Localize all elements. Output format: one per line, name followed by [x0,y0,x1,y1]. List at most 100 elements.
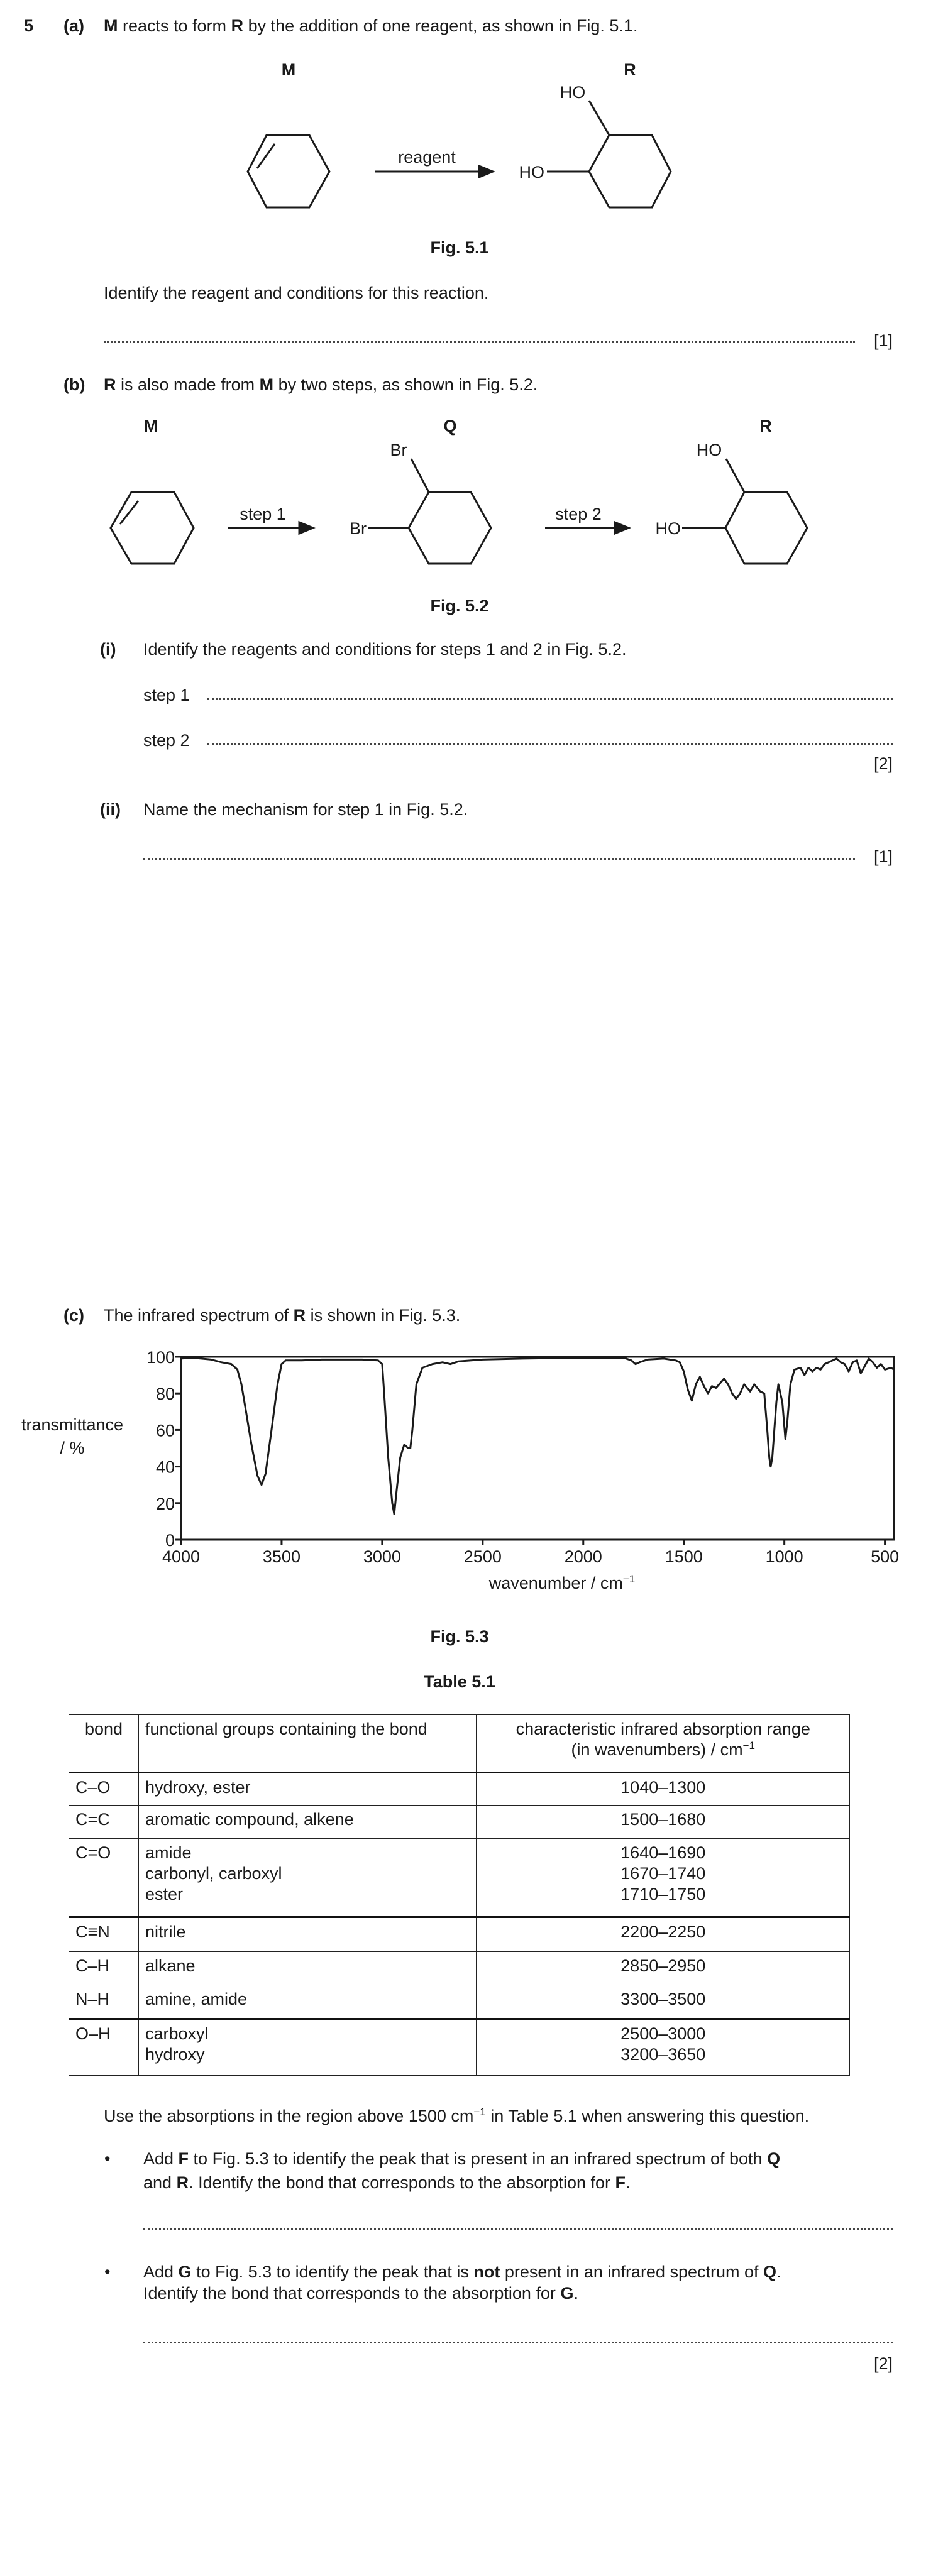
text: is shown in Fig. 5.3. [306,1306,461,1325]
range-cell: 2200–2250 [476,1917,850,1952]
table-row: C–H alkane 2850–2950 [69,1951,850,1985]
table-row: C=C aromatic compound, alkene 1500–1680 [69,1805,850,1839]
range-cell: 1040–1300 [476,1772,850,1806]
arrow-head [298,520,316,535]
compound-q: Q [767,2149,781,2168]
compound-r: R [176,2173,189,2192]
text: The infrared spectrum of [104,1306,294,1325]
range-text: 2500–3000 [620,2024,706,2043]
table-row: O–H carboxyl hydroxy 2500–3000 3200–3650 [69,2019,850,2076]
answer-line-g[interactable] [143,2342,893,2343]
fig-5-3-caption: Fig. 5.3 [430,1627,489,1646]
y-tick-label: 60 [156,1421,175,1440]
step2-label: step 2 [555,505,602,523]
text: in Table 5.1 when answering this questio… [485,2107,810,2125]
bullet-f-line2: and R. Identify the bond that correspond… [143,2173,631,2192]
range-text: 1640–1690 [620,1843,706,1862]
bond-cell: O–H [69,2019,139,2076]
group-text: nitrile [145,1922,186,1941]
step2-answer-label: step 2 [143,731,190,750]
part-b-i-prompt: Identify the reagents and conditions for… [143,640,627,659]
marks-c: [2] [874,2354,893,2373]
group-text: alkane [145,1956,196,1975]
x-tick-label: 3500 [263,1547,301,1566]
x-tick-label: 3000 [363,1547,401,1566]
range-text: 1670–1740 [620,1864,706,1883]
ho-top: HO [697,441,722,459]
bond-cell: C=C [69,1805,139,1839]
group-text: hydroxy, ester [145,1778,251,1797]
answer-line-f[interactable] [143,2228,893,2230]
cyclohexene-ring [109,491,195,565]
step1-answer-line[interactable] [207,698,893,700]
bond-cell: C=O [69,1838,139,1918]
group-text: amine, amide [145,1990,248,2009]
range-cell: 1640–1690 1670–1740 1710–1750 [476,1838,850,1918]
header-range-sup: −1 [742,1740,755,1751]
text: to Fig. 5.3 to identify the peak that is [191,2262,474,2281]
double-bond [256,143,276,169]
groups-cell: aromatic compound, alkene [138,1805,477,1839]
answer-line-b-ii[interactable] [143,858,855,860]
step1-answer-label: step 1 [143,686,190,704]
oh-bond-top [725,458,746,493]
range-cell: 2850–2950 [476,1951,850,1985]
range-text: 2850–2950 [620,1956,706,1975]
emphasis-not: not [473,2262,500,2281]
group-text: hydroxy [145,2045,205,2064]
label-m: M [282,60,296,79]
arrow-head [614,520,631,535]
oh-bond-top [588,100,610,136]
bullet-f-line1: Add F to Fig. 5.3 to identify the peak t… [143,2149,780,2168]
x-tick-label: 1500 [665,1547,703,1566]
part-a-intro: M reacts to form R by the addition of on… [104,16,637,35]
br-bond-top [410,458,430,493]
text: reacts to form [118,16,231,35]
marks-b-i: [2] [874,754,893,773]
table-5-1-caption: Table 5.1 [424,1672,495,1691]
compound-m: M [259,375,274,394]
bullet-icon: • [104,2262,111,2281]
header-bond: bond [69,1714,139,1773]
table-row: C=O amide carbonyl, carboxyl ester 1640–1690… [69,1838,850,1918]
x-tick-label: 2000 [565,1547,602,1566]
bullet-icon: • [104,2149,111,2168]
step1-label: step 1 [240,505,286,523]
y-tick-label: 0 [165,1531,175,1550]
compound-r: R [104,375,116,394]
step2-answer-line[interactable] [207,743,893,745]
arrow-head [478,164,495,179]
label-q: Q [443,417,456,436]
text: Add [143,2262,179,2281]
compound-q: Q [763,2262,777,2281]
bond-cell: N–H [69,1985,139,2020]
text: . [573,2284,578,2303]
groups-cell: hydroxy, ester [138,1772,477,1806]
ho-top: HO [560,83,586,102]
x-axis-label: wavenumber / cm−1 [489,1574,635,1592]
label-f: F [615,2173,626,2192]
header-range-line1: characteristic infrared absorption range [516,1719,810,1738]
text: to Fig. 5.3 to identify the peak that is… [189,2149,768,2168]
groups-cell: alkane [138,1951,477,1985]
header-range: characteristic infrared absorption range… [476,1714,850,1773]
compound-r: R [293,1306,306,1325]
text: . [626,2173,631,2192]
x-axis-label-text: wavenumber / cm [488,1574,623,1592]
answer-line-a[interactable] [104,341,855,343]
groups-cell: carboxyl hydroxy [138,2019,477,2076]
y-tick-label: 20 [156,1494,175,1513]
x-axis-label-sup: −1 [622,1573,636,1585]
y-tick-label: 40 [156,1458,175,1477]
groups-cell: amide carbonyl, carboxyl ester [138,1838,477,1918]
part-c-label: (c) [63,1306,84,1325]
fig-5-2-diagram: M Q R step 1 step 2 Br Br HO HO Fig. 5.2 [109,417,808,615]
text: by the addition of one reagent, as shown… [243,16,638,35]
ho-left: HO [656,519,681,538]
text: is also made from [116,375,260,394]
range-text: 2200–2250 [620,1922,706,1941]
br-left: Br [350,519,367,538]
range-text: 1710–1750 [620,1885,706,1904]
range-cell: 1500–1680 [476,1805,850,1839]
x-tick-label: 500 [871,1547,899,1566]
